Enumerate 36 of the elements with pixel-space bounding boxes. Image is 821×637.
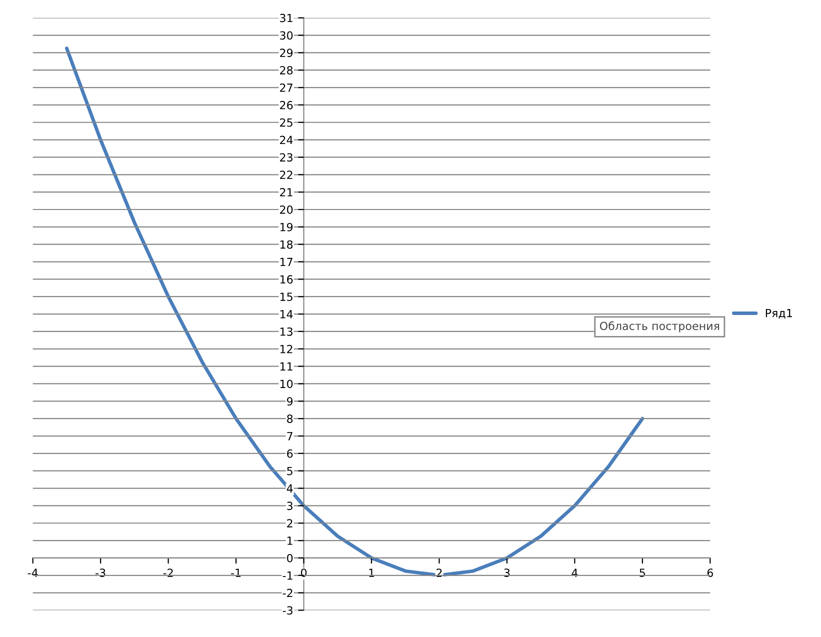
y-tick-label: 8 — [287, 414, 293, 423]
y-tick-label: 17 — [280, 258, 292, 266]
y-tick-label: 13 — [280, 327, 292, 336]
y-tick-label: 16 — [280, 275, 293, 284]
y-tick-label: 23 — [280, 153, 292, 162]
y-tick-label: 15 — [280, 292, 292, 301]
y-tick-label: 29 — [280, 48, 293, 58]
y-tick-label: -2 — [282, 588, 292, 598]
y-tick-label: 18 — [280, 240, 293, 249]
y-tick-label: 19 — [280, 222, 293, 232]
y-tick-label: 30 — [280, 31, 293, 40]
y-tick-label: 4 — [286, 484, 293, 492]
y-tick-label: 10 — [280, 380, 293, 388]
y-tick-label: 7 — [287, 432, 292, 440]
y-tick-label: 6 — [287, 449, 293, 458]
y-tick-label: 26 — [280, 100, 293, 110]
y-tick-label: 22 — [280, 170, 292, 179]
y-tick-label: 2 — [287, 519, 292, 528]
y-tick-label: 3 — [287, 502, 292, 510]
y-tick-label: 31 — [280, 14, 292, 22]
y-tick-label: 20 — [280, 205, 293, 214]
y-tick-label: 1 — [288, 536, 292, 545]
y-tick-label: 21 — [280, 188, 292, 196]
y-tick-label: 0 — [287, 554, 293, 562]
y-tick-label: -3 — [282, 606, 292, 615]
y-tick-label: 12 — [280, 344, 292, 354]
annotation: Область построения — [600, 321, 720, 332]
y-tick-label: 11 — [280, 362, 292, 371]
y-tick-label: 14 — [280, 310, 293, 318]
y-tick-label: 27 — [280, 84, 292, 92]
y-tick-label: 28 — [280, 66, 293, 74]
legend-label: Ряд1 — [766, 309, 792, 319]
y-tick-label: 9 — [286, 397, 293, 406]
y-tick-label: 5 — [287, 466, 292, 476]
y-tick-label: 25 — [280, 118, 292, 127]
y-tick-label: 24 — [280, 136, 293, 144]
